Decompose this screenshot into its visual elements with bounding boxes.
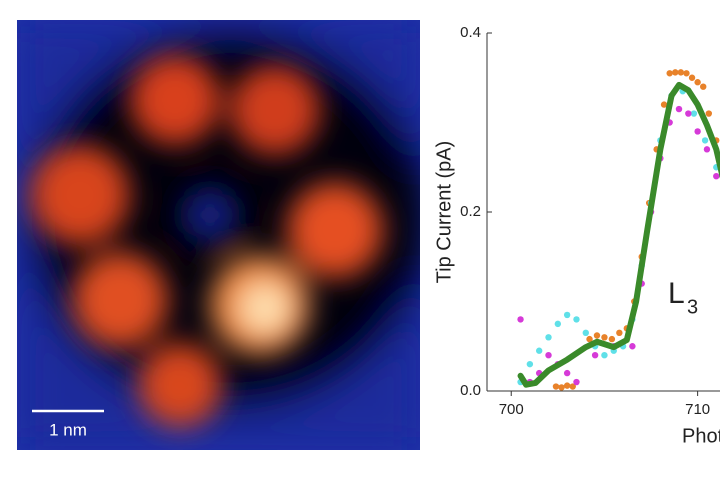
- data-point: [601, 352, 608, 359]
- data-point: [666, 70, 673, 77]
- data-point: [563, 369, 571, 377]
- data-point: [573, 316, 580, 323]
- annotation: L: [668, 277, 685, 310]
- data-point: [552, 383, 560, 390]
- data-point: [601, 334, 608, 341]
- data-point: [582, 329, 589, 337]
- data-point: [545, 352, 552, 359]
- data-point: [558, 384, 565, 391]
- data-point: [563, 311, 571, 319]
- data-point: [517, 316, 524, 323]
- y-tick-label: 0.4: [460, 24, 481, 41]
- stm-image: 1 nm: [17, 20, 420, 450]
- data-point: [526, 360, 534, 368]
- data-point: [705, 110, 713, 117]
- annotation-subscript: 3: [687, 296, 698, 318]
- data-point: [677, 69, 685, 76]
- data-point: [675, 105, 683, 113]
- x-tick-label: 700: [499, 401, 524, 418]
- plot-area: [517, 69, 720, 391]
- data-point: [586, 335, 593, 343]
- data-point: [591, 352, 599, 359]
- data-line: [517, 81, 720, 388]
- x-tick-label: 710: [685, 401, 710, 418]
- y-axis-label: Tip Current (pA): [433, 141, 455, 284]
- y-tick-label: 0.2: [460, 203, 481, 220]
- x-axis-label: Photon: [682, 425, 720, 447]
- data-point: [573, 378, 580, 386]
- data-point: [683, 70, 690, 77]
- data-point: [545, 334, 552, 341]
- y-tick-label: 0.0: [460, 382, 481, 399]
- scale-bar-label: 1 nm: [49, 420, 87, 439]
- data-point: [616, 329, 623, 337]
- data-point: [554, 320, 562, 328]
- data-point: [713, 173, 720, 180]
- data-point: [690, 110, 698, 117]
- data-point: [685, 110, 692, 117]
- data-point: [660, 101, 668, 108]
- data-point: [593, 332, 601, 339]
- data-point: [563, 382, 571, 389]
- data-point: [608, 335, 616, 343]
- data-point: [688, 74, 696, 81]
- data-point: [694, 79, 701, 86]
- data-point: [701, 137, 709, 144]
- data-point: [694, 128, 701, 135]
- data-point: [629, 343, 636, 350]
- data-point: [672, 69, 679, 76]
- data-point: [535, 347, 543, 354]
- data-point: [569, 383, 576, 390]
- data-point: [703, 146, 711, 153]
- data-point: [700, 83, 707, 90]
